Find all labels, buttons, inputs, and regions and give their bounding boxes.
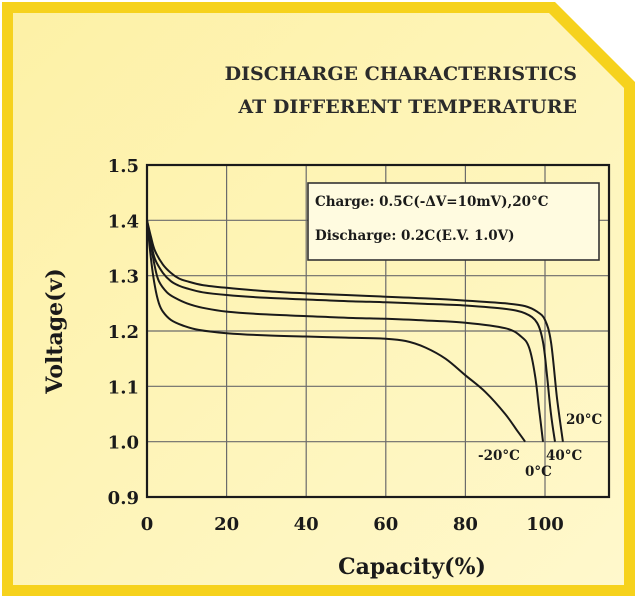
chart-title-line-2: AT DIFFERENT TEMPERATURE [237,96,577,118]
chart-title-line-1: DISCHARGE CHARACTERISTICS [225,63,577,85]
x-tick-label-20: 20 [214,514,239,535]
x-tick-label-60: 60 [373,514,398,535]
legend: Charge: 0.5C(-ΔV=10mV),20°C Discharge: 0… [307,182,600,261]
series-line-0c [146,220,544,442]
y-tick-label-0.9: 0.9 [108,488,139,509]
y-tick-label-1.0: 1.0 [108,433,139,454]
x-tick-label-80: 80 [453,514,478,535]
tick-labels: 0 20 40 60 80 100 0.9 1.0 1.1 1.2 1.3 1.4 1.5 [108,156,564,535]
y-tick-label-1.4: 1.4 [108,211,139,232]
series-line-20c [146,220,564,442]
series-lines [146,220,564,443]
series-line-minus20c [146,220,526,443]
series-label-minus20c: -20°C [478,448,520,464]
x-tick-label-100: 100 [526,514,564,535]
series-line-40c [146,220,556,442]
x-tick-label-40: 40 [294,514,319,535]
x-axis-label: Capacity(%) [338,554,486,580]
x-tick-label-0: 0 [141,514,154,535]
legend-box [307,182,600,261]
y-axis-label: Voltage(v) [42,268,68,394]
y-tick-label-1.3: 1.3 [108,267,139,288]
y-tick-label-1.5: 1.5 [108,156,139,177]
legend-line-discharge: Discharge: 0.2C(E.V. 1.0V) [315,228,515,244]
legend-line-charge: Charge: 0.5C(-ΔV=10mV),20°C [315,194,549,210]
series-label-20c: 20°C [566,412,603,428]
series-label-0c: 0°C [525,464,552,480]
series-label-40c: 40°C [546,448,583,464]
y-tick-label-1.1: 1.1 [108,377,139,398]
plot-frame [145,163,611,499]
y-tick-label-1.2: 1.2 [108,322,139,343]
